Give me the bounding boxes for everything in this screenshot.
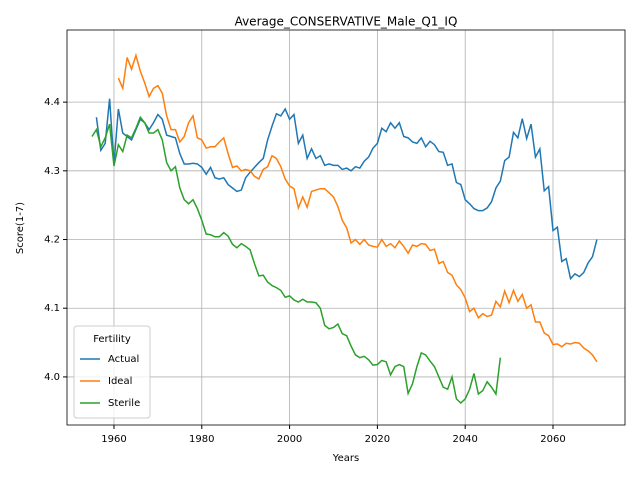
data-line xyxy=(117,52,598,363)
legend-title: Fertility xyxy=(93,334,131,345)
y-axis-label: Score(1-7) xyxy=(15,202,26,254)
x-axis-label: Years xyxy=(332,453,359,464)
x-tick-label: 1980 xyxy=(189,434,214,445)
x-tick-label: 2020 xyxy=(365,434,390,445)
y-tick-label: 4.1 xyxy=(44,303,60,314)
data-line xyxy=(91,115,502,405)
x-tick-label: 2000 xyxy=(277,434,302,445)
plot-frame xyxy=(66,29,626,426)
chart-title: Average_CONSERVATIVE_Male_Q1_IQ xyxy=(235,15,458,29)
y-tick-label: 4.2 xyxy=(44,235,60,246)
x-tick-label: 1960 xyxy=(101,434,126,445)
y-tick-label: 4.3 xyxy=(44,166,60,177)
legend-label: Actual xyxy=(108,354,139,365)
x-tick-label: 2060 xyxy=(540,434,565,445)
legend-box xyxy=(73,325,151,419)
x-tick-label: 2040 xyxy=(452,434,477,445)
data-line xyxy=(95,98,598,281)
legend-label: Sterile xyxy=(108,398,140,409)
legend-label: Ideal xyxy=(108,376,132,387)
y-tick-label: 4.4 xyxy=(44,97,60,108)
y-tick-label: 4.0 xyxy=(44,372,60,383)
